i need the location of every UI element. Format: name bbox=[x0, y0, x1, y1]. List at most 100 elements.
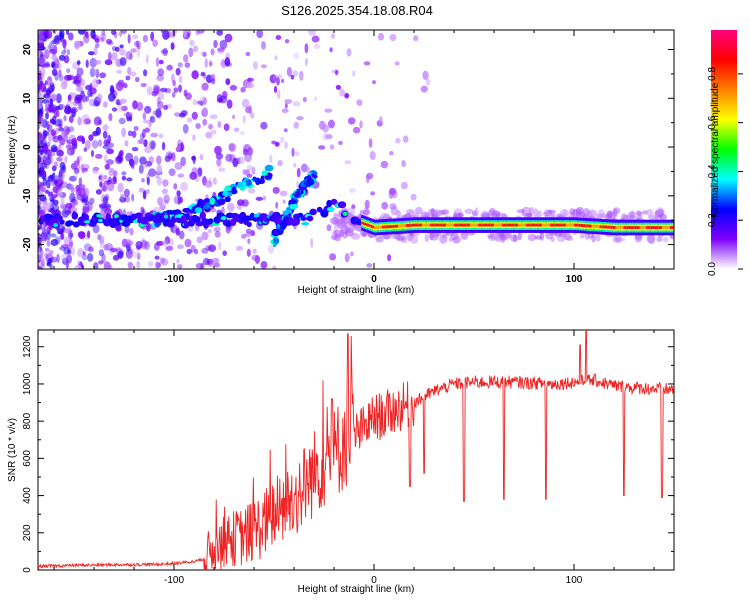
heatmap-cell bbox=[339, 88, 345, 97]
heatmap-cell bbox=[344, 160, 352, 165]
heatmap-cell bbox=[518, 223, 521, 227]
heatmap-cell bbox=[418, 223, 421, 227]
heatmap-cell bbox=[404, 224, 407, 228]
heatmap-cell bbox=[40, 138, 47, 148]
heatmap-cell bbox=[60, 253, 68, 262]
heatmap-cell bbox=[209, 114, 218, 120]
heatmap-cell bbox=[56, 189, 63, 198]
heatmap-cell bbox=[390, 205, 398, 216]
heatmap-cell bbox=[406, 224, 409, 227]
heatmap-cell bbox=[102, 185, 108, 192]
heatmap-cell bbox=[326, 224, 332, 232]
heatmap-cell bbox=[200, 71, 205, 77]
heatmap-cell bbox=[177, 173, 185, 178]
heatmap-cell bbox=[331, 235, 338, 240]
heatmap-cell bbox=[38, 116, 43, 125]
heatmap-cell bbox=[46, 262, 51, 267]
heatmap-cell bbox=[59, 219, 65, 225]
heatmap-cell bbox=[342, 231, 348, 239]
heatmap-cell bbox=[82, 206, 90, 214]
heatmap-cell bbox=[628, 226, 631, 229]
x-tick-label: -100 bbox=[164, 575, 184, 586]
heatmap-cell bbox=[430, 223, 433, 227]
x-tick-label: 100 bbox=[566, 575, 583, 586]
heatmap-cell bbox=[144, 127, 150, 133]
heatmap-cell bbox=[143, 69, 148, 77]
heatmap-cell bbox=[164, 87, 172, 94]
heatmap-cell bbox=[73, 75, 78, 84]
heatmap-cell bbox=[284, 141, 288, 150]
heatmap-cell bbox=[146, 177, 150, 186]
heatmap-cell bbox=[433, 223, 436, 227]
heatmap-cell bbox=[43, 30, 49, 39]
heatmap-cell bbox=[55, 127, 59, 135]
heatmap-cell bbox=[76, 67, 84, 77]
heatmap-cell bbox=[223, 123, 230, 131]
heatmap-cell bbox=[85, 140, 91, 150]
heatmap-cell bbox=[288, 199, 297, 205]
heatmap-cell bbox=[537, 210, 543, 218]
heatmap-cell bbox=[442, 223, 445, 227]
heatmap-cell bbox=[300, 163, 308, 173]
heatmap-cell bbox=[389, 33, 397, 42]
heatmap-cell bbox=[292, 70, 298, 77]
heatmap-cell bbox=[591, 233, 596, 243]
heatmap-cell bbox=[615, 234, 622, 244]
heatmap-cell bbox=[138, 187, 145, 193]
heatmap-cell bbox=[46, 240, 51, 247]
heatmap-cell bbox=[457, 212, 464, 218]
heatmap-cell bbox=[199, 211, 206, 219]
heatmap-cell bbox=[162, 30, 170, 40]
heatmap-cell bbox=[113, 170, 118, 177]
heatmap-cell bbox=[69, 192, 76, 203]
heatmap-cell bbox=[64, 105, 71, 110]
heatmap-cell bbox=[120, 30, 127, 34]
y-tick-label: 0 bbox=[22, 567, 33, 573]
y-tick-label: 600 bbox=[22, 450, 33, 467]
heatmap-cell bbox=[237, 156, 245, 165]
heatmap-cell bbox=[131, 193, 135, 202]
heatmap-cell bbox=[359, 120, 363, 129]
heatmap-cell bbox=[272, 265, 277, 269]
heatmap-cell bbox=[164, 155, 172, 163]
heatmap-cell bbox=[577, 223, 580, 227]
heatmap-cell bbox=[645, 209, 654, 216]
heatmap-cell bbox=[38, 253, 43, 261]
heatmap-cell bbox=[595, 234, 601, 242]
heatmap-cell bbox=[338, 140, 343, 146]
heatmap-cell bbox=[224, 57, 231, 67]
heatmap-cell bbox=[54, 236, 61, 245]
heatmap-cell bbox=[139, 133, 145, 141]
heatmap-cell bbox=[38, 101, 43, 110]
heatmap-cell bbox=[171, 92, 176, 98]
colorbar-tick-label: 0.4 bbox=[707, 164, 718, 178]
heatmap-cell bbox=[391, 189, 398, 199]
heatmap-cell bbox=[614, 226, 617, 229]
heatmap-cell bbox=[41, 228, 49, 238]
heatmap-cell bbox=[154, 255, 160, 260]
heatmap-cell bbox=[155, 260, 159, 269]
heatmap-cell bbox=[478, 223, 481, 227]
heatmap-cell bbox=[165, 151, 173, 160]
heatmap-cell bbox=[42, 177, 48, 186]
heatmap-cell bbox=[362, 222, 365, 225]
heatmap-cell bbox=[115, 226, 122, 232]
heatmap-cell bbox=[38, 102, 42, 109]
heatmap-cell bbox=[201, 82, 209, 91]
heatmap-cell bbox=[593, 224, 596, 228]
heatmap-cell bbox=[177, 62, 183, 68]
heatmap-cell bbox=[434, 223, 437, 227]
heatmap-cell bbox=[172, 80, 176, 87]
heatmap-cell bbox=[111, 52, 118, 61]
heatmap-cell bbox=[382, 225, 385, 229]
heatmap-cell bbox=[75, 184, 80, 192]
heatmap-cell bbox=[105, 38, 113, 45]
heatmap-cell bbox=[322, 132, 329, 141]
heatmap-cell bbox=[275, 201, 279, 209]
heatmap-cell bbox=[157, 68, 165, 77]
heatmap-cell bbox=[656, 207, 664, 216]
heatmap-cell bbox=[88, 51, 95, 56]
heatmap-cell bbox=[335, 84, 341, 90]
heatmap-cell bbox=[627, 211, 636, 220]
heatmap-cell bbox=[375, 226, 378, 229]
